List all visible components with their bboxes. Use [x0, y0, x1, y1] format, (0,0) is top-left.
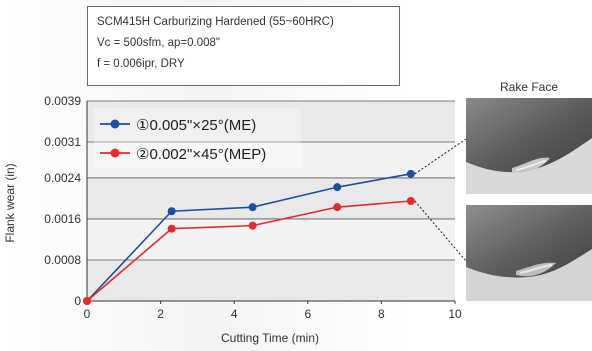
x-tick-label: 8: [378, 307, 385, 321]
data-point: [83, 297, 91, 305]
plot-band: [87, 142, 455, 178]
data-point: [333, 183, 342, 192]
y-tick-label: 0: [74, 294, 81, 308]
data-point: [248, 221, 257, 230]
photo-callouts: [414, 138, 467, 262]
legend-marker: [110, 148, 120, 158]
legend-label: ②0.002"×45°(MEP): [136, 146, 266, 163]
legend: ①0.005"×25°(ME) ②0.002"×45°(MEP): [94, 108, 301, 168]
condition-material: SCM415H Carburizing Hardened (55~60HRC): [97, 16, 334, 28]
data-point: [406, 197, 415, 205]
data-point: [248, 203, 257, 212]
data-point: [167, 207, 176, 216]
y-tick-label: 0.0008: [44, 253, 81, 267]
y-tick-label: 0.0024: [44, 171, 81, 185]
y-tick-label: 0.0039: [44, 94, 81, 108]
data-point: [167, 224, 176, 233]
y-tick-label: 0.0016: [44, 212, 81, 226]
data-point: [406, 169, 415, 178]
x-tick-label: 2: [157, 307, 164, 321]
x-tick-label: 0: [84, 307, 91, 321]
callout-line: [414, 200, 467, 262]
y-axis-label: Flank wear (in): [3, 163, 17, 242]
condition-feed: f = 0.006ipr, DRY: [97, 58, 185, 70]
series-group: [83, 169, 415, 305]
y-tick-label: 0.0031: [44, 135, 81, 149]
x-tick-label: 10: [448, 307, 462, 321]
axes: [86, 101, 456, 304]
data-point: [333, 203, 342, 212]
plot-band: [87, 259, 455, 301]
condition-speed-depth: Vc = 500sfm, ap=0.008": [97, 37, 220, 49]
plot-band: [87, 218, 455, 260]
y-tick-labels: 0 0.0008 0.0016 0.0024 0.0031 0.0039: [44, 94, 81, 308]
rake-face-title: Rake Face: [499, 80, 559, 94]
legend-label: ①0.005"×25°(ME): [136, 117, 256, 134]
plot-band: [87, 177, 455, 219]
legend-background: [94, 108, 301, 168]
x-tick-label: 6: [304, 307, 311, 321]
rake-face-photo-me: [466, 98, 592, 194]
x-tick-label: 4: [231, 307, 238, 321]
rake-face-photo-mep: [466, 205, 592, 301]
plot-background: [87, 101, 455, 301]
x-axis-label: Cutting Time (min): [221, 331, 319, 345]
plot-band: [87, 101, 455, 143]
legend-marker: [110, 119, 120, 129]
test-conditions-box: SCM415H Carburizing Hardened (55~60HRC) …: [87, 6, 400, 86]
x-tick-labels: 0 2 4 6 8 10: [84, 307, 462, 321]
